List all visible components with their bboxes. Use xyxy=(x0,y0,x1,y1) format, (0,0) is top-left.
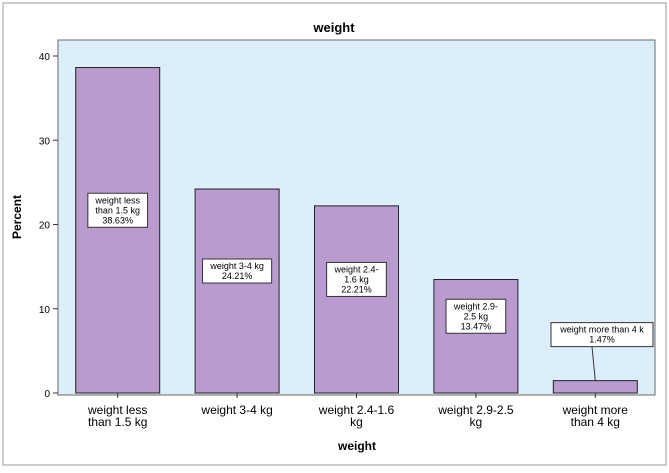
x-tick-label: weight 2.9-2.5 xyxy=(437,403,514,417)
data-label: weight more than 4 k xyxy=(559,325,644,335)
data-label: weight 2.4- xyxy=(333,264,378,274)
data-label-leader xyxy=(591,346,596,381)
bars xyxy=(75,67,638,394)
x-tick-label: kg xyxy=(470,415,483,429)
chart-title: weight xyxy=(312,20,355,35)
data-label-box xyxy=(87,192,149,228)
data-label: 13.47% xyxy=(461,321,492,331)
y-tick-label: 40 xyxy=(39,52,51,63)
x-tick-label: than 1.5 kg xyxy=(88,415,147,429)
bar xyxy=(314,205,399,394)
x-tick-label: weight 2.4-1.6 xyxy=(318,403,395,417)
x-tick-label: weight 3-4 kg xyxy=(200,403,272,417)
y-axis-label: Percent xyxy=(10,195,24,239)
bar xyxy=(194,188,280,394)
data-label: 24.21% xyxy=(222,271,253,281)
data-label: than 1.5 kg xyxy=(95,205,140,215)
bar xyxy=(433,279,519,394)
y-tick-label: 0 xyxy=(44,389,50,400)
data-label-box xyxy=(202,258,273,284)
x-tick-label: weight more xyxy=(562,403,629,417)
y-axis: 0 10 20 30 40 xyxy=(39,52,58,400)
y-tick-label: 20 xyxy=(39,221,51,232)
bar xyxy=(75,67,161,394)
data-label-box xyxy=(550,322,654,348)
x-tick-label: weight less xyxy=(87,403,147,417)
data-label-box xyxy=(326,261,387,297)
data-label: weight less xyxy=(94,195,140,205)
data-label: 22.21% xyxy=(341,284,372,294)
data-label: 1.47% xyxy=(589,335,615,345)
x-tick-label: than 4 kg xyxy=(571,415,620,429)
data-label-box xyxy=(445,298,507,334)
data-label: weight 2.9- xyxy=(453,301,498,311)
y-tick-label: 30 xyxy=(39,136,51,147)
data-label: 2.5 kg xyxy=(464,311,489,321)
data-label: 1.6 kg xyxy=(344,274,369,284)
bar xyxy=(552,380,638,394)
x-tick-label: kg xyxy=(350,415,363,429)
data-label: weight 3-4 kg xyxy=(209,261,264,271)
data-label: 38.63% xyxy=(102,215,133,225)
x-axis-label: weight xyxy=(337,439,376,453)
y-tick-label: 10 xyxy=(39,305,51,316)
